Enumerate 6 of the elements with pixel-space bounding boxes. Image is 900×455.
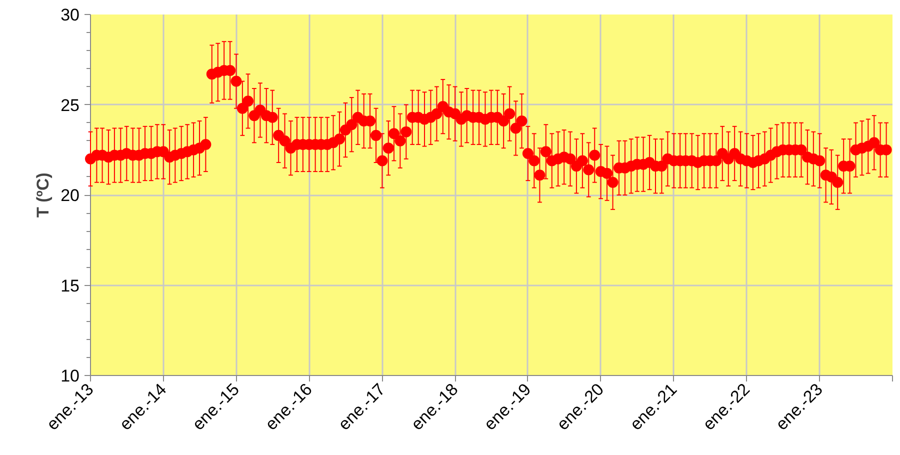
y-tick-label: 20	[60, 186, 80, 205]
y-tick-label: 25	[60, 96, 80, 115]
y-tick-label: 15	[60, 276, 80, 296]
y-tick-label: 30	[60, 6, 80, 24]
y-axis-title: T (ºC)	[34, 172, 53, 218]
y-tick-label: 10	[60, 366, 80, 386]
